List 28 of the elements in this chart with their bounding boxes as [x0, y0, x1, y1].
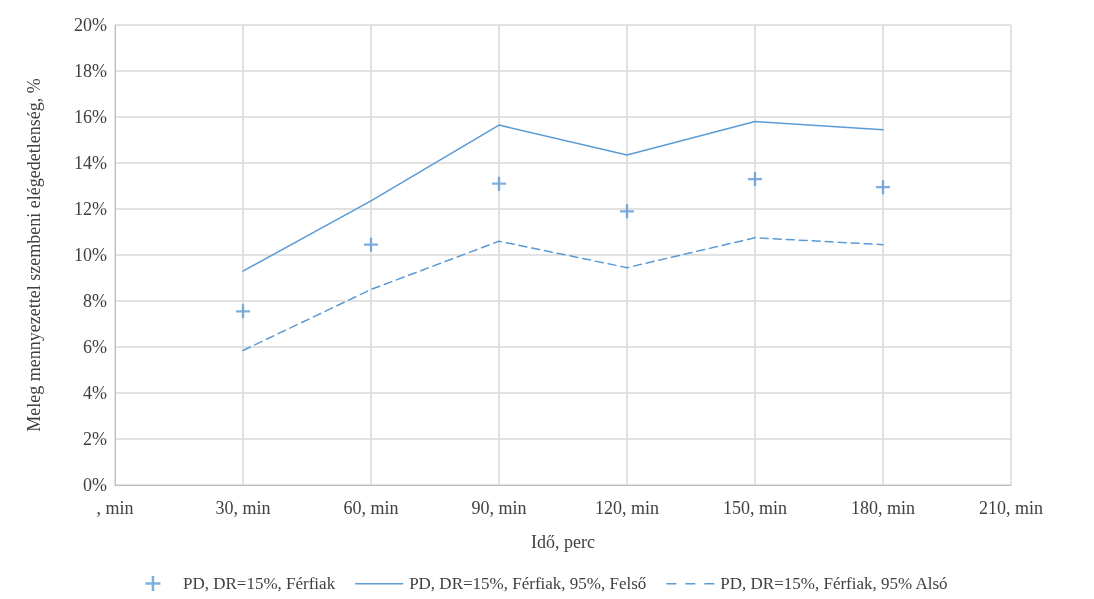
- x-tick-label: 90, min: [471, 498, 527, 518]
- y-tick-label: 8%: [83, 291, 107, 311]
- x-tick-label: 150, min: [722, 498, 788, 518]
- y-tick-label: 16%: [74, 107, 107, 127]
- y-tick-label: 4%: [83, 383, 107, 403]
- y-tick-label: 14%: [74, 153, 107, 173]
- y-axis-title: Meleg mennyezettel szembeni elégedetlenség, %: [24, 78, 44, 432]
- y-tick-label: 18%: [74, 61, 107, 81]
- x-tick-label: 180, min: [850, 498, 916, 518]
- y-tick-label: 10%: [74, 245, 107, 265]
- line-series: [242, 120, 884, 272]
- y-tick-label: 0%: [83, 475, 107, 495]
- x-tick-label: 30, min: [215, 498, 271, 518]
- y-tick-label: 6%: [83, 337, 107, 357]
- point: [236, 304, 250, 319]
- legend-label: PD, DR=15%, Férfiak, 95%, Felső: [409, 574, 647, 593]
- y-tick-label: 2%: [83, 429, 107, 449]
- x-axis-title: Idő, perc: [531, 532, 595, 552]
- legend-label: PD, DR=15%, Férfiak, 95% Alsó: [720, 574, 948, 593]
- x-tick-label: 210, min: [978, 498, 1044, 518]
- x-tick-label: 120, min: [594, 498, 660, 518]
- legend-label: PD, DR=15%, Férfiak: [182, 574, 336, 593]
- y-tick-label: 12%: [74, 199, 107, 219]
- line-series: [242, 237, 884, 352]
- y-tick-label: 20%: [74, 15, 107, 35]
- x-tick-label: 60, min: [343, 498, 399, 518]
- x-tick-label: , min: [96, 498, 134, 518]
- point: [364, 237, 378, 252]
